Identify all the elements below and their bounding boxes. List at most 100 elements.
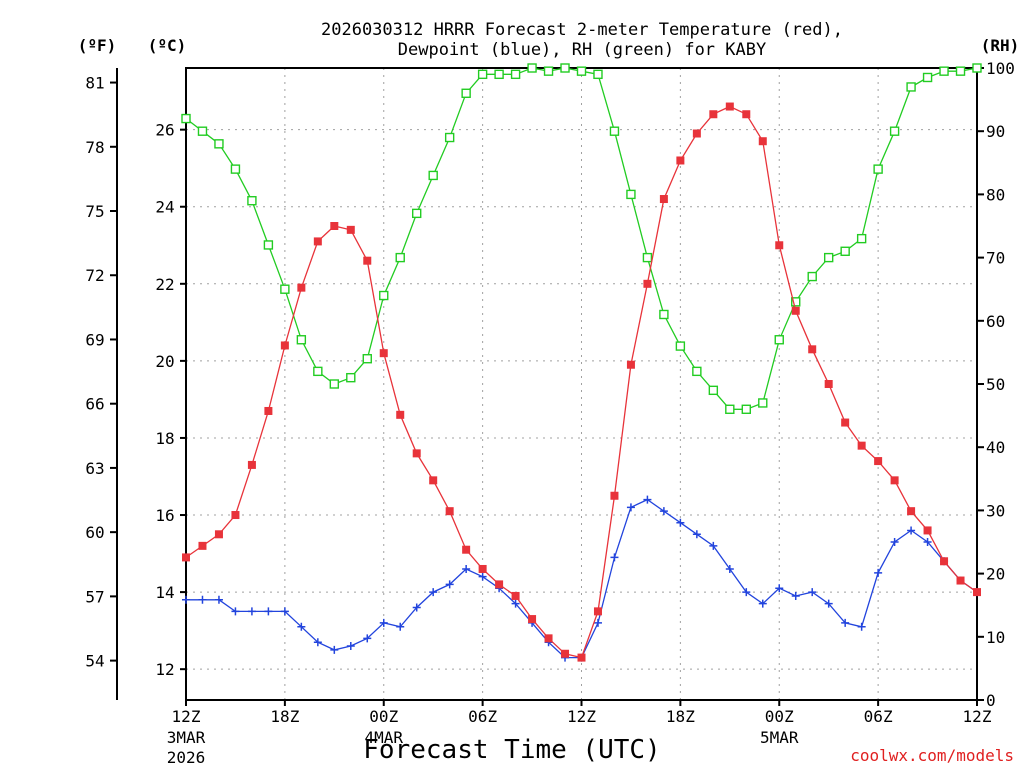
rh-point (181, 113, 191, 124)
rh-point (329, 379, 340, 389)
x-tick-label: 06Z (468, 707, 497, 726)
dewpoint-point (808, 588, 817, 597)
temperature-point (528, 615, 537, 624)
rh-point (510, 69, 521, 80)
dewpoint-point (379, 618, 388, 627)
rh-point (247, 196, 257, 206)
dewpoint-point (412, 603, 421, 612)
rh-point (313, 366, 323, 377)
fahrenheit-axis-unit: (ºF) (78, 36, 117, 55)
temperature-point (940, 557, 949, 566)
celsius-tick-label: 16 (155, 506, 174, 525)
rh-point (197, 126, 208, 136)
x-tick-date-label: 4MAR (364, 728, 403, 747)
temperature-point (610, 491, 619, 500)
rh-point (346, 372, 356, 383)
fahrenheit-tick-label: 66 (85, 395, 104, 414)
rh-point (972, 63, 982, 73)
rh-point (379, 290, 389, 301)
dewpoint-point (890, 538, 899, 546)
dewpoint-point (478, 572, 487, 581)
temperature-point (264, 406, 273, 415)
rh-point (609, 126, 620, 136)
dewpoint-point (297, 622, 306, 631)
rh-point (725, 404, 735, 414)
rh-tick-label: 10 (986, 628, 1005, 647)
temperature-point (676, 156, 685, 165)
dewpoint-point (346, 642, 355, 651)
x-tick-label: 06Z (864, 707, 893, 726)
dewpoint-point (692, 530, 701, 539)
rh-tick-label: 50 (986, 375, 1005, 394)
fahrenheit-tick-label: 54 (85, 652, 104, 671)
x-tick-date-label: 3MAR (167, 728, 206, 747)
dewpoint-point (758, 599, 767, 608)
rh-tick-label: 20 (986, 565, 1005, 584)
dewpoint-point (445, 580, 454, 589)
rh-point (642, 252, 653, 263)
celsius-tick-label: 22 (155, 275, 174, 294)
rh-point (906, 82, 916, 92)
temperature-point (198, 541, 207, 550)
celsius-tick-label: 12 (155, 660, 174, 679)
rh-point (461, 88, 471, 98)
axes (116, 67, 978, 701)
chart-title-line-2: Dewpoint (blue), RH (green) for KABY (398, 40, 766, 60)
temperature-point (973, 588, 981, 597)
dewpoint-point (330, 645, 339, 654)
temperature-point (923, 526, 932, 535)
dewpoint-point (775, 584, 784, 593)
dewpoint-point (676, 518, 685, 527)
temperature-point (445, 507, 454, 516)
rh-tick-label: 40 (986, 438, 1005, 457)
temperature-point (379, 349, 388, 358)
rh-point (791, 297, 801, 307)
fahrenheit-tick-label: 63 (85, 459, 104, 478)
dewpoint-point (923, 538, 932, 546)
fahrenheit-tick-label: 75 (85, 202, 104, 221)
rh-point (362, 354, 372, 364)
rh-tick-label: 60 (986, 312, 1005, 331)
dewpoint-point (593, 618, 602, 627)
rh-point (527, 63, 537, 73)
temperature-point (857, 441, 866, 450)
celsius-tick-label: 18 (155, 429, 174, 448)
rh-point (395, 252, 405, 263)
rh-tick-label: 90 (986, 122, 1005, 141)
x-tick-label: 18Z (666, 707, 695, 726)
temperature-point (791, 306, 800, 315)
rh-point (428, 170, 438, 181)
temperature-point (659, 195, 668, 204)
temperature-point (346, 225, 355, 234)
x-tick-year-label: 2026 (167, 748, 206, 767)
rh-point (758, 398, 768, 408)
fahrenheit-tick-label: 72 (85, 266, 104, 285)
rh-point (494, 69, 504, 80)
gridlines (186, 68, 977, 700)
temperature-point (214, 530, 223, 539)
rh-point (955, 66, 966, 76)
rh-point (741, 404, 751, 414)
temperature-point (544, 634, 553, 643)
temperature-point (907, 507, 916, 516)
temperature-point (429, 476, 438, 485)
dewpoint-point (841, 618, 850, 627)
dewpoint-point (511, 599, 520, 608)
celsius-tick-label: 14 (155, 583, 174, 602)
rh-point (280, 284, 290, 294)
temperature-point (593, 607, 602, 616)
dewpoint-point (643, 495, 652, 504)
rh-tick-label: 0 (986, 691, 996, 710)
rh-point (708, 385, 719, 396)
rh-tick-label: 80 (986, 185, 1005, 204)
dewpoint-point (264, 607, 273, 616)
rh-point (840, 246, 850, 256)
rh-point (659, 309, 669, 320)
fahrenheit-tick-label: 57 (85, 587, 104, 606)
chart-title-line-1: 2026030312 HRRR Forecast 2-meter Tempera… (321, 20, 843, 40)
temperature-point (709, 110, 718, 119)
dewpoint-point (313, 638, 322, 647)
temperature-point (462, 545, 471, 554)
temperature-point (247, 460, 256, 469)
